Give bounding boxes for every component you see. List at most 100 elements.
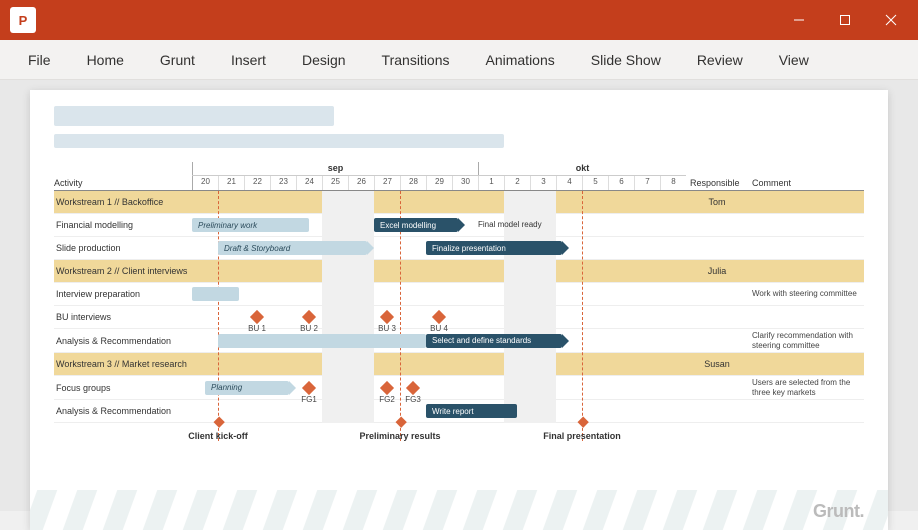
- activity-label: Financial modelling: [54, 216, 192, 234]
- comment-cell: Work with steering committee: [748, 287, 864, 301]
- ribbon-tab-view[interactable]: View: [761, 40, 827, 80]
- day-cell: 23: [270, 176, 296, 190]
- subtitle-placeholder[interactable]: [54, 134, 504, 148]
- timeline-cell: [192, 283, 686, 305]
- workstream-header: Workstream 1 // Backoffice Tom: [54, 191, 864, 214]
- watermark: Grunt.: [813, 501, 864, 522]
- milestone-diamond[interactable]: [302, 381, 316, 395]
- ribbon-tab-review[interactable]: Review: [679, 40, 761, 80]
- day-cell: 26: [348, 176, 374, 190]
- ribbon-tab-file[interactable]: File: [10, 40, 69, 80]
- ribbon-tab-grunt[interactable]: Grunt: [142, 40, 213, 80]
- milestone-diamond[interactable]: [302, 310, 316, 324]
- timeline-cell: Draft & Storyboard Finalize presentation: [192, 237, 686, 259]
- ribbon-tab-transitions[interactable]: Transitions: [364, 40, 468, 80]
- activity-label: Workstream 1 // Backoffice: [54, 193, 192, 211]
- day-cell: 21: [218, 176, 244, 190]
- gantt-bar[interactable]: Select and define standards: [426, 334, 562, 348]
- activity-label: Slide production: [54, 239, 192, 257]
- header-timeline: sepokt 202122232425262728293012345678: [192, 162, 686, 190]
- activity-label: BU interviews: [54, 308, 192, 326]
- milestone-diamond[interactable]: [380, 381, 394, 395]
- milestone-label: Preliminary results: [359, 431, 440, 441]
- activity-label: Workstream 2 // Client interviews: [54, 262, 192, 280]
- ribbon-tab-insert[interactable]: Insert: [213, 40, 284, 80]
- day-cell: 4: [556, 176, 582, 190]
- header-activity: Activity: [54, 162, 192, 190]
- day-cell: 1: [478, 176, 504, 190]
- day-cell: 20: [192, 176, 218, 190]
- title-placeholder[interactable]: [54, 106, 334, 126]
- comment-cell: [748, 409, 864, 413]
- ribbon: FileHomeGruntInsertDesignTransitionsAnim…: [0, 40, 918, 80]
- activity-label: Analysis & Recommendation: [54, 402, 192, 420]
- milestone-label: Client kick-off: [188, 431, 248, 441]
- gantt-bar[interactable]: [192, 287, 239, 301]
- timeline-cell: [192, 353, 686, 375]
- milestone-diamond[interactable]: [406, 381, 420, 395]
- timeline-cell: Select and define standards: [192, 330, 686, 352]
- day-cell: 27: [374, 176, 400, 190]
- comment-cell: Users are selected from the three key ma…: [748, 376, 864, 399]
- gantt-bar[interactable]: Planning: [205, 381, 289, 395]
- gantt-bar[interactable]: Write report: [426, 404, 517, 418]
- comment-cell: [748, 269, 864, 273]
- day-cell: 2: [504, 176, 530, 190]
- activity-label: Analysis & Recommendation: [54, 332, 192, 350]
- ribbon-tab-slide-show[interactable]: Slide Show: [573, 40, 679, 80]
- timeline-cell: Write report: [192, 400, 686, 422]
- ribbon-tab-design[interactable]: Design: [284, 40, 364, 80]
- responsible-cell: Susan: [686, 359, 748, 369]
- milestone-diamond[interactable]: [250, 310, 264, 324]
- ribbon-tab-animations[interactable]: Animations: [468, 40, 573, 80]
- task-row: Analysis & Recommendation Select and defi…: [54, 329, 864, 353]
- title-bar: P: [0, 0, 918, 40]
- month-okt: okt: [478, 162, 686, 175]
- day-cell: 8: [660, 176, 686, 190]
- close-button[interactable]: [868, 0, 914, 40]
- gantt-bar[interactable]: [218, 334, 426, 348]
- app-icon: P: [10, 7, 36, 33]
- milestone-diamond[interactable]: [432, 310, 446, 324]
- task-row: Analysis & Recommendation Write report: [54, 400, 864, 423]
- task-row: BU interviewsBU 1BU 2BU 3BU 4: [54, 306, 864, 329]
- ribbon-tab-home[interactable]: Home: [69, 40, 142, 80]
- timeline-cell: PlanningFG1FG2FG3: [192, 377, 686, 399]
- workstream-header: Workstream 2 // Client interviewsJulia: [54, 260, 864, 283]
- task-row: Slide production Draft & Storyboard Finali…: [54, 237, 864, 260]
- slide-canvas: Activity sepokt 202122232425262728293012…: [0, 80, 918, 511]
- comment-cell: [748, 200, 864, 204]
- day-cell: 5: [582, 176, 608, 190]
- day-cell: 6: [608, 176, 634, 190]
- minimize-button[interactable]: [776, 0, 822, 40]
- header-responsible: Responsible: [686, 162, 748, 190]
- gantt-bar[interactable]: Finalize presentation: [426, 241, 562, 255]
- timeline-cell: [192, 191, 686, 213]
- activity-label: Workstream 3 // Market research: [54, 355, 192, 373]
- milestone-label: Final presentation: [543, 431, 621, 441]
- day-cell: 24: [296, 176, 322, 190]
- gantt-bar[interactable]: Excel modelling: [374, 218, 458, 232]
- milestone-row: Client kick-offPreliminary resultsFinal …: [192, 427, 686, 447]
- gantt-body: Workstream 1 // Backoffice Tom Financial m…: [54, 191, 864, 423]
- day-cell: 25: [322, 176, 348, 190]
- gantt-header-row: Activity sepokt 202122232425262728293012…: [54, 162, 864, 191]
- text-label: Final model ready: [478, 220, 542, 229]
- responsible-cell: Tom: [686, 197, 748, 207]
- comment-cell: [748, 315, 864, 319]
- slide[interactable]: Activity sepokt 202122232425262728293012…: [30, 90, 888, 530]
- task-row: Interview preparationWork with steering …: [54, 283, 864, 306]
- day-cell: 7: [634, 176, 660, 190]
- day-cell: 3: [530, 176, 556, 190]
- timeline-cell: Preliminary work Excel modelling Final mod…: [192, 214, 686, 236]
- milestone-diamond[interactable]: [380, 310, 394, 324]
- maximize-button[interactable]: [822, 0, 868, 40]
- task-row: Focus groupsPlanningFG1FG2FG3Users are s…: [54, 376, 864, 400]
- gantt-bar[interactable]: Preliminary work: [192, 218, 309, 232]
- gantt-bar[interactable]: Draft & Storyboard: [218, 241, 367, 255]
- timeline-cell: BU 1BU 2BU 3BU 4: [192, 306, 686, 328]
- timeline-cell: [192, 260, 686, 282]
- task-row: Financial modellingPreliminary work Excel…: [54, 214, 864, 237]
- comment-cell: [748, 246, 864, 250]
- day-cell: 22: [244, 176, 270, 190]
